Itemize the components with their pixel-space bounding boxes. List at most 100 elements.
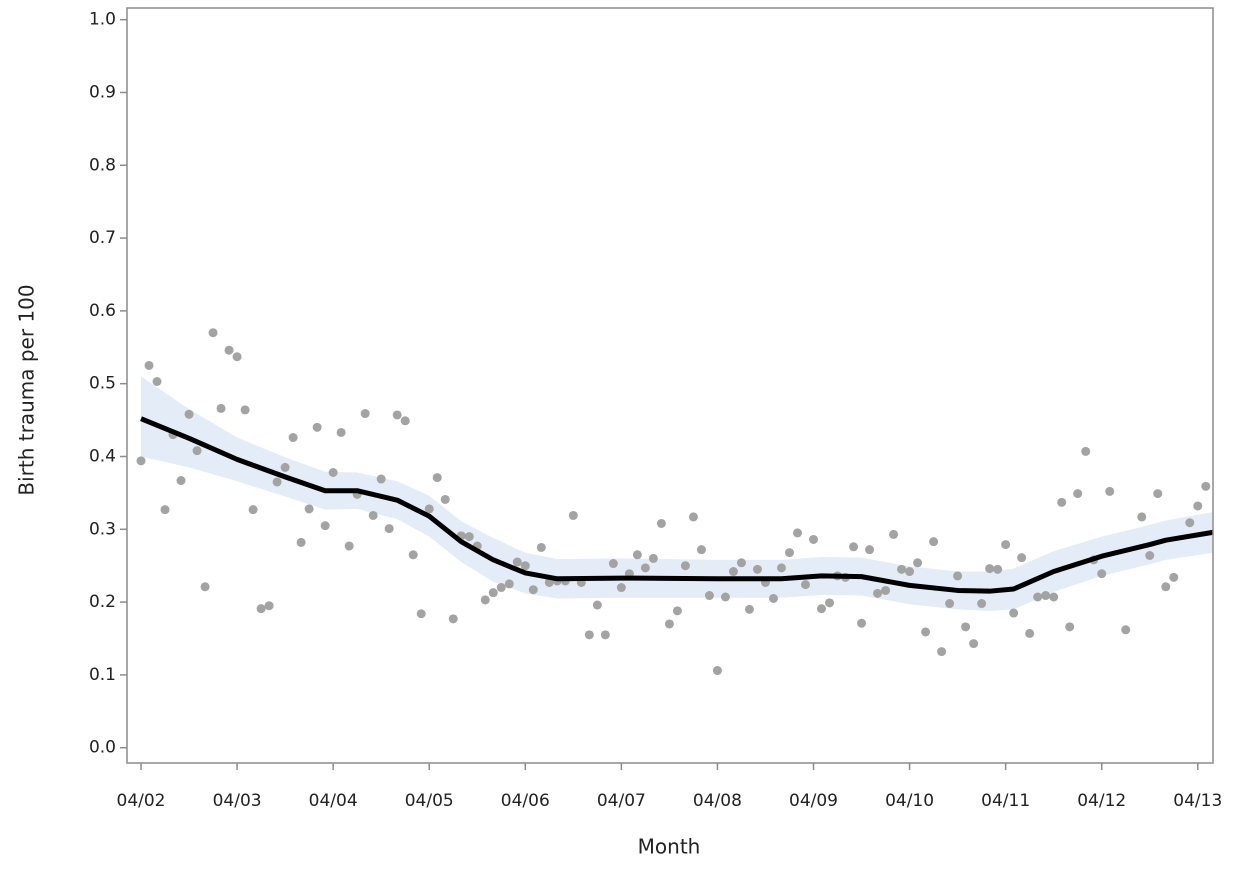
- data-point: [440, 494, 450, 504]
- data-point: [160, 505, 170, 515]
- data-point: [664, 619, 674, 629]
- data-point: [648, 553, 658, 563]
- data-point: [224, 345, 234, 355]
- data-point: [672, 606, 682, 616]
- data-point: [961, 622, 971, 632]
- data-point: [1081, 446, 1091, 456]
- axes: 0.0 0.1 0.2 0.3 0.4 0.5 0.6 0.7 0.8 0.9 1.0 04/02 04…: [89, 10, 1222, 811]
- data-point: [889, 529, 899, 539]
- data-point: [1025, 628, 1035, 638]
- y-tick-label: 0.0: [89, 738, 116, 758]
- data-point: [792, 528, 802, 538]
- data-point: [520, 561, 530, 571]
- x-tick-label: 04/08: [693, 791, 742, 811]
- data-point: [408, 550, 418, 560]
- data-point: [736, 558, 746, 568]
- x-tick-label: 04/07: [597, 791, 646, 811]
- data-point: [208, 328, 218, 338]
- data-point: [312, 422, 322, 432]
- data-point: [264, 601, 274, 611]
- data-point: [464, 532, 474, 542]
- data-point: [809, 534, 819, 544]
- data-point: [368, 510, 378, 520]
- data-point: [424, 504, 434, 514]
- data-point: [536, 542, 546, 552]
- data-point: [584, 630, 594, 640]
- data-point: [752, 564, 762, 574]
- data-point: [873, 588, 883, 598]
- data-point: [784, 548, 794, 558]
- y-tick-label: 0.5: [89, 374, 116, 394]
- data-point: [905, 567, 915, 577]
- data-point: [272, 477, 282, 487]
- data-point: [192, 446, 202, 456]
- data-point: [817, 604, 827, 614]
- data-point: [776, 563, 786, 573]
- data-point: [376, 474, 386, 484]
- x-tick-label: 04/06: [501, 791, 550, 811]
- data-point: [865, 545, 875, 555]
- data-point: [480, 595, 490, 605]
- x-tick-label: 04/02: [117, 791, 166, 811]
- y-tick-label: 1.0: [89, 10, 116, 30]
- data-point: [1041, 591, 1051, 601]
- data-point: [1049, 592, 1059, 602]
- data-point: [1145, 551, 1155, 561]
- data-point: [344, 541, 354, 551]
- data-point: [216, 403, 226, 413]
- data-point: [1185, 518, 1195, 528]
- data-point: [953, 571, 963, 581]
- y-tick-label: 0.2: [89, 592, 116, 612]
- data-point: [488, 588, 498, 598]
- data-point: [1137, 512, 1147, 522]
- data-point: [1161, 582, 1171, 592]
- x-tick-label: 04/03: [213, 791, 262, 811]
- data-point: [744, 604, 754, 614]
- y-tick-label: 0.4: [89, 446, 116, 466]
- data-point: [1201, 481, 1211, 491]
- data-point: [496, 583, 506, 593]
- data-point: [304, 504, 314, 514]
- data-point: [360, 409, 370, 419]
- data-point: [800, 580, 810, 590]
- data-point: [1009, 608, 1019, 618]
- data-point: [929, 537, 939, 547]
- data-point: [937, 647, 947, 657]
- data-point: [680, 561, 690, 571]
- data-point: [704, 591, 714, 601]
- confidence-band: [141, 376, 1213, 611]
- data-point: [1073, 489, 1083, 499]
- data-point: [1033, 592, 1043, 602]
- data-point: [392, 410, 402, 420]
- data-point: [336, 427, 346, 437]
- data-point: [857, 618, 867, 628]
- data-point: [969, 639, 979, 649]
- y-tick-label: 0.9: [89, 82, 116, 102]
- data-point: [921, 627, 931, 637]
- data-point: [977, 599, 987, 609]
- data-point: [136, 456, 146, 466]
- data-point: [993, 564, 1003, 574]
- data-point: [881, 585, 891, 595]
- data-point: [1193, 501, 1203, 511]
- y-tick-label: 0.6: [89, 301, 116, 321]
- data-point: [176, 476, 186, 486]
- data-point: [256, 604, 266, 614]
- data-point: [728, 567, 738, 577]
- data-point: [985, 564, 995, 574]
- data-point: [328, 468, 338, 478]
- x-tick-label: 04/09: [789, 791, 838, 811]
- data-point: [280, 462, 290, 472]
- data-point: [712, 666, 722, 676]
- y-tick-label: 0.7: [89, 228, 116, 248]
- x-tick-label: 04/05: [405, 791, 454, 811]
- x-tick-label: 04/11: [981, 791, 1030, 811]
- x-tick-label: 04/12: [1077, 791, 1126, 811]
- data-point: [320, 521, 330, 531]
- data-point: [512, 557, 522, 567]
- data-point: [528, 585, 538, 595]
- data-point: [616, 583, 626, 593]
- data-point: [248, 505, 258, 515]
- data-point: [504, 579, 514, 589]
